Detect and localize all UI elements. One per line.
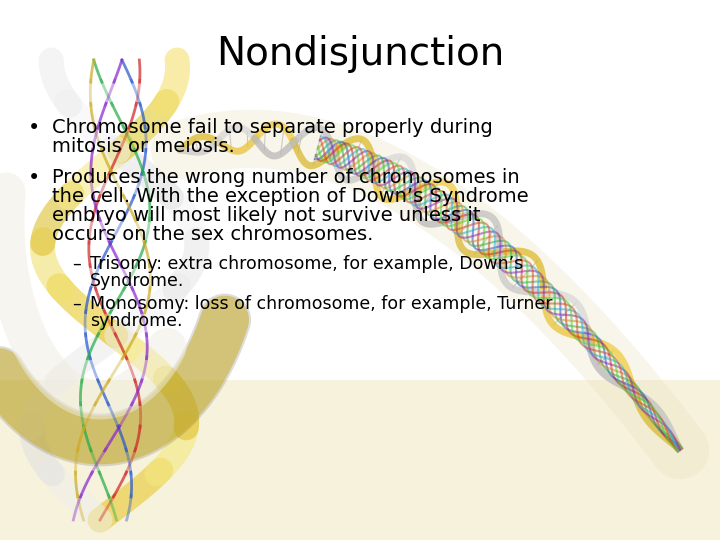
Text: •: • xyxy=(28,118,40,138)
Polygon shape xyxy=(0,380,720,540)
Text: occurs on the sex chromosomes.: occurs on the sex chromosomes. xyxy=(52,225,374,244)
Text: –: – xyxy=(72,295,81,313)
Text: Trisomy: extra chromosome, for example, Down’s: Trisomy: extra chromosome, for example, … xyxy=(90,255,523,273)
Text: embryo will most likely not survive unless it: embryo will most likely not survive unle… xyxy=(52,206,480,225)
Text: the cell. With the exception of Down’s Syndrome: the cell. With the exception of Down’s S… xyxy=(52,187,528,206)
Text: Nondisjunction: Nondisjunction xyxy=(216,35,504,73)
Text: –: – xyxy=(72,255,81,273)
Text: Produces the wrong number of chromosomes in: Produces the wrong number of chromosomes… xyxy=(52,168,520,187)
Text: Chromosome fail to separate properly during: Chromosome fail to separate properly dur… xyxy=(52,118,492,137)
Text: Monosomy: loss of chromosome, for example, Turner: Monosomy: loss of chromosome, for exampl… xyxy=(90,295,552,313)
Text: mitosis or meiosis.: mitosis or meiosis. xyxy=(52,137,235,156)
Text: syndrome.: syndrome. xyxy=(90,312,182,330)
Text: •: • xyxy=(28,168,40,188)
Text: Syndrome.: Syndrome. xyxy=(90,272,184,290)
